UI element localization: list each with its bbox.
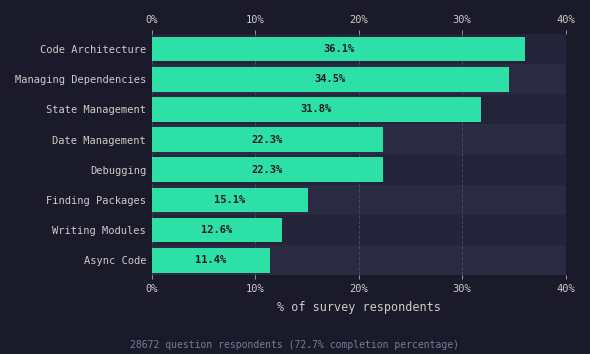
Bar [152, 218, 282, 242]
Bar [152, 245, 566, 275]
Bar [152, 185, 566, 215]
Text: 11.4%: 11.4% [195, 255, 227, 265]
Bar [152, 125, 566, 155]
Text: 31.8%: 31.8% [301, 104, 332, 114]
Text: 28672 question respondents (72.7% completion percentage): 28672 question respondents (72.7% comple… [130, 341, 460, 350]
Bar [152, 64, 566, 94]
Bar [152, 188, 308, 212]
Text: 36.1%: 36.1% [323, 44, 354, 54]
Bar [152, 94, 566, 125]
X-axis label: % of survey respondents: % of survey respondents [277, 301, 441, 314]
Bar [152, 37, 525, 62]
Text: 22.3%: 22.3% [251, 135, 283, 144]
Bar [152, 215, 566, 245]
Bar [152, 127, 382, 152]
Text: 12.6%: 12.6% [201, 225, 232, 235]
Bar [152, 97, 481, 122]
Text: 15.1%: 15.1% [214, 195, 245, 205]
Bar [152, 157, 382, 182]
Text: 34.5%: 34.5% [314, 74, 346, 84]
Bar [152, 155, 566, 185]
Bar [152, 67, 509, 92]
Bar [152, 248, 270, 273]
Bar [152, 34, 566, 64]
Text: 22.3%: 22.3% [251, 165, 283, 175]
